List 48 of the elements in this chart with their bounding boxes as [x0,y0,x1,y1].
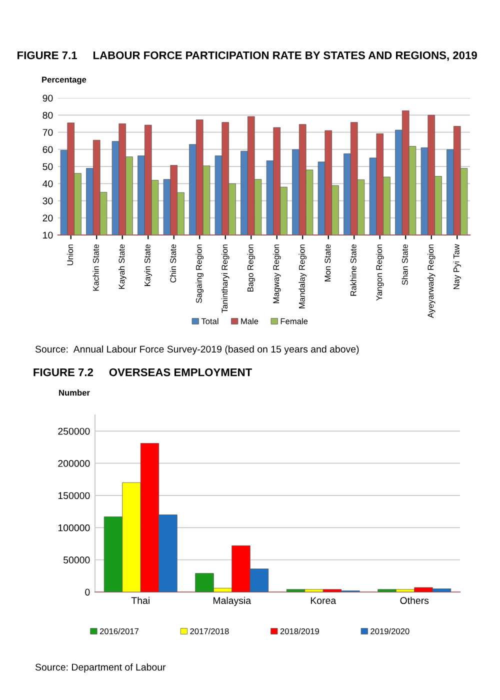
y-tick-label: 0 [85,588,90,596]
chart-title: FIGURE 7.2 OVERSEAS EMPLOYMENT [34,368,252,376]
y-tick-label: 200000 [58,460,90,467]
x-tick-label: Bago Region [247,244,256,292]
x-tick-label: Mandalay Region [298,244,307,308]
x-tick-label: Kayah State [118,244,126,289]
legend-label: 2017/2018 [190,628,229,634]
y-tick-label: 10 [43,232,53,239]
x-tick-label: Sagaing Region [196,244,204,303]
x-tick-label: Others [400,596,429,604]
x-tick-label: Ayeyarwady Region [427,244,436,318]
y-axis-title: Percentage [42,76,86,84]
x-tick-label: Magway Region [272,244,281,304]
x-tick-label: Shan State [402,244,408,285]
x-tick-label: Chin State [170,244,176,283]
x-tick-label: Tanintharyi Region [221,244,230,313]
x-tick-label: Union [66,244,74,266]
source-note: Source: Annual Labour Force Survey-2019 (based on 15 years and above) [35,345,359,355]
x-tick-label: Kachin State [92,244,99,291]
x-tick-label: Mon State [324,244,331,282]
y-tick-label: 50 [42,163,53,170]
legend-label: 2016/2017 [100,628,139,634]
x-tick-label: Nay Pyi Taw [453,244,462,290]
chart-title: FIGURE 7.1 LABOUR FORCE PARTICIPATION RATE BY STATES AND REGIONS, 2019 [18,51,477,61]
y-tick-label: 50000 [63,556,90,564]
y-tick-label: 250000 [58,428,90,435]
y-tick-label: 80 [42,112,53,119]
y-tick-label: 100000 [58,524,90,532]
x-tick-label: Korea [310,597,336,604]
y-tick-label: 150000 [58,492,90,500]
legend-label: Total [201,318,218,324]
y-tick-label: 90 [42,94,53,102]
y-tick-label: 60 [42,146,53,153]
x-tick-label: Yangon Region [376,244,384,301]
x-tick-label: Malaysia [213,596,252,606]
source-note: Source: Department of Labour [35,663,166,673]
legend-label: 2018/2019 [280,628,319,634]
x-tick-label: Thai [131,596,150,604]
y-tick-label: 30 [42,197,53,204]
y-tick-label: 40 [42,180,53,188]
legend-label: Male [241,318,258,324]
y-axis-title: Number [59,390,90,396]
legend-label: 2019/2020 [370,628,410,634]
x-tick-label: Rakhine State [350,244,356,296]
legend-label: Female [280,318,308,324]
y-tick-label: 70 [42,128,53,136]
x-tick-label: Kayin State [144,244,152,286]
y-tick-label: 20 [42,214,53,222]
